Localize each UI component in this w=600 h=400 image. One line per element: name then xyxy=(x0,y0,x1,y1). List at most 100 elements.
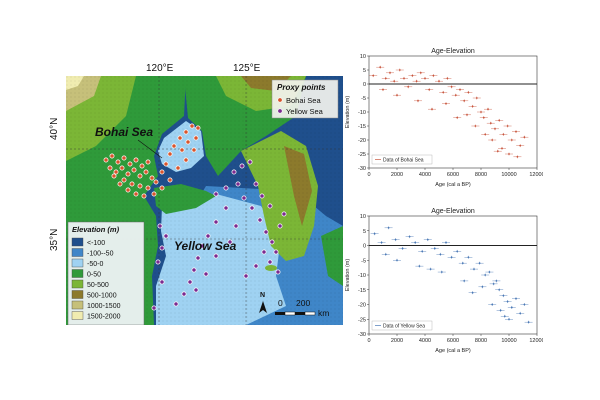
elevation-swatch-label: 500-1000 xyxy=(87,293,117,300)
data-point xyxy=(474,125,477,127)
data-point xyxy=(473,268,475,270)
y-tick-label: -20 xyxy=(358,303,366,309)
scale-unit: km xyxy=(318,308,329,318)
y-tick-label: -15 xyxy=(358,288,366,294)
bohai-proxy-point xyxy=(175,165,181,171)
x-tick-label: 6000 xyxy=(447,338,459,344)
bohai-proxy-point xyxy=(133,191,139,197)
data-point xyxy=(424,77,426,80)
data-point xyxy=(494,127,496,130)
data-point xyxy=(463,280,466,282)
bohai-proxy-point xyxy=(139,163,145,169)
yellow-proxy-point xyxy=(205,233,211,239)
x-tick-label: 12000 xyxy=(529,172,543,178)
data-point xyxy=(484,133,487,136)
yellow-proxy-points xyxy=(151,159,287,311)
bohai-proxy-point xyxy=(127,161,133,167)
yellow-proxy-point xyxy=(193,287,199,293)
elevation-swatch-label: <-100 xyxy=(87,240,105,247)
bohai-proxy-point xyxy=(145,159,151,165)
data-point xyxy=(491,303,494,306)
x-tick-label: 4000 xyxy=(419,172,431,178)
bohai-proxy-point xyxy=(193,135,199,141)
yellow-proxy-point xyxy=(151,305,157,311)
y-tick-label: -25 xyxy=(358,152,366,158)
data-point xyxy=(484,274,487,276)
yellow-proxy-point xyxy=(227,239,233,245)
data-point xyxy=(380,241,383,244)
bohai-proxy-point xyxy=(125,187,131,193)
data-point xyxy=(373,232,376,235)
yellow-proxy-point xyxy=(233,223,239,229)
x-tick-label: 0 xyxy=(367,338,370,344)
yellow-proxy-point xyxy=(155,259,161,265)
y-tick-label: -10 xyxy=(358,110,366,116)
lat-label-35: 35°N xyxy=(49,228,60,251)
data-point xyxy=(482,116,485,119)
data-point xyxy=(456,250,459,253)
data-point xyxy=(496,150,499,153)
data-point xyxy=(475,97,478,99)
yellow-age-elevation-chart: Age-Elevation 0 2000 4000 6000 8000 10000 12000… xyxy=(345,208,543,354)
yellow-proxy-point xyxy=(235,181,241,187)
data-point xyxy=(398,69,401,71)
yellow-proxy-point xyxy=(181,291,187,297)
data-point xyxy=(433,247,436,250)
bohai-proxy-point xyxy=(185,139,191,145)
yellow-proxy-point xyxy=(195,255,201,261)
data-point xyxy=(431,108,433,111)
data-point xyxy=(519,312,522,315)
data-point xyxy=(442,91,445,94)
bohai-proxy-point xyxy=(121,177,127,183)
elevation-legend-title: Elevation (m) xyxy=(72,225,120,234)
y-tick-label: -25 xyxy=(358,317,366,323)
bohai-proxy-point xyxy=(143,169,149,175)
data-point xyxy=(502,294,505,297)
y-tick-label: -5 xyxy=(361,96,366,102)
data-point xyxy=(372,74,375,77)
data-point xyxy=(499,309,502,312)
data-point xyxy=(510,306,513,309)
chart-title: Age-Elevation xyxy=(431,208,475,215)
data-point xyxy=(459,88,461,91)
bohai-proxy-point xyxy=(125,171,131,177)
bohai-proxy-point xyxy=(183,129,189,135)
bohai-proxy-point xyxy=(171,143,177,149)
bohai-proxy-point xyxy=(137,183,143,189)
yellow-proxy-point xyxy=(259,193,265,199)
bohai-proxy-point xyxy=(133,157,139,163)
lon-label-125: 125°E xyxy=(233,63,261,74)
data-point xyxy=(456,116,459,119)
scale-zero: 0 xyxy=(278,298,283,308)
lat-label-40: 40°N xyxy=(49,117,60,140)
bohai-proxy-point xyxy=(191,147,197,153)
north-arrow: N xyxy=(259,292,267,313)
bohai-proxy-point xyxy=(113,169,119,175)
yellow-proxy-point xyxy=(239,163,245,169)
yellow-proxy-point xyxy=(267,259,273,265)
elevation-swatch xyxy=(71,300,84,310)
bohai-proxy-point xyxy=(115,159,121,165)
data-point xyxy=(527,321,530,324)
data-point xyxy=(401,247,404,250)
yellow-proxy-point xyxy=(273,249,279,255)
yellow-proxy-point xyxy=(163,233,169,239)
data-point xyxy=(408,235,411,238)
yellow-proxy-point xyxy=(159,279,165,285)
y-tick-label: 10 xyxy=(360,54,366,60)
bohai-proxy-points xyxy=(103,123,201,199)
yellow-proxy-point xyxy=(187,279,193,285)
x-axis-label: Age (cal a BP) xyxy=(435,348,471,354)
data-point xyxy=(523,303,526,306)
bohai-proxy-point xyxy=(117,181,123,187)
data-point xyxy=(411,74,414,77)
bohai-proxy-point xyxy=(145,185,151,191)
yellow-proxy-point xyxy=(281,211,287,217)
data-point xyxy=(417,99,419,102)
map-panel: Proxy points Bohai Sea Yellow Sea Elevat… xyxy=(66,76,343,325)
data-point xyxy=(396,259,398,262)
data-point xyxy=(498,119,501,122)
bohai-proxy-point xyxy=(179,147,185,153)
data-point xyxy=(515,297,517,300)
yellow-proxy-point xyxy=(261,249,267,255)
